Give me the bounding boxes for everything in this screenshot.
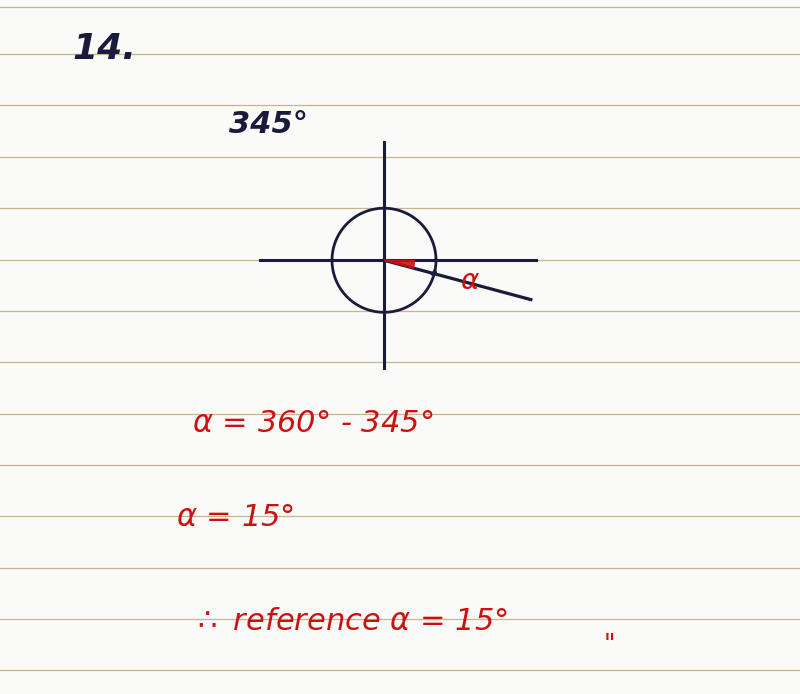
- Text: 345°: 345°: [229, 110, 308, 139]
- Text: $\alpha$ = 360° - 345°: $\alpha$ = 360° - 345°: [192, 409, 434, 438]
- Polygon shape: [384, 260, 414, 268]
- Text: 14.: 14.: [72, 32, 136, 65]
- Text: $\therefore$ reference $\alpha$ = 15°: $\therefore$ reference $\alpha$ = 15°: [192, 607, 508, 636]
- Text: ": ": [604, 632, 615, 656]
- Text: $\alpha$ = 15°: $\alpha$ = 15°: [176, 502, 294, 532]
- Text: $\alpha$: $\alpha$: [460, 267, 480, 295]
